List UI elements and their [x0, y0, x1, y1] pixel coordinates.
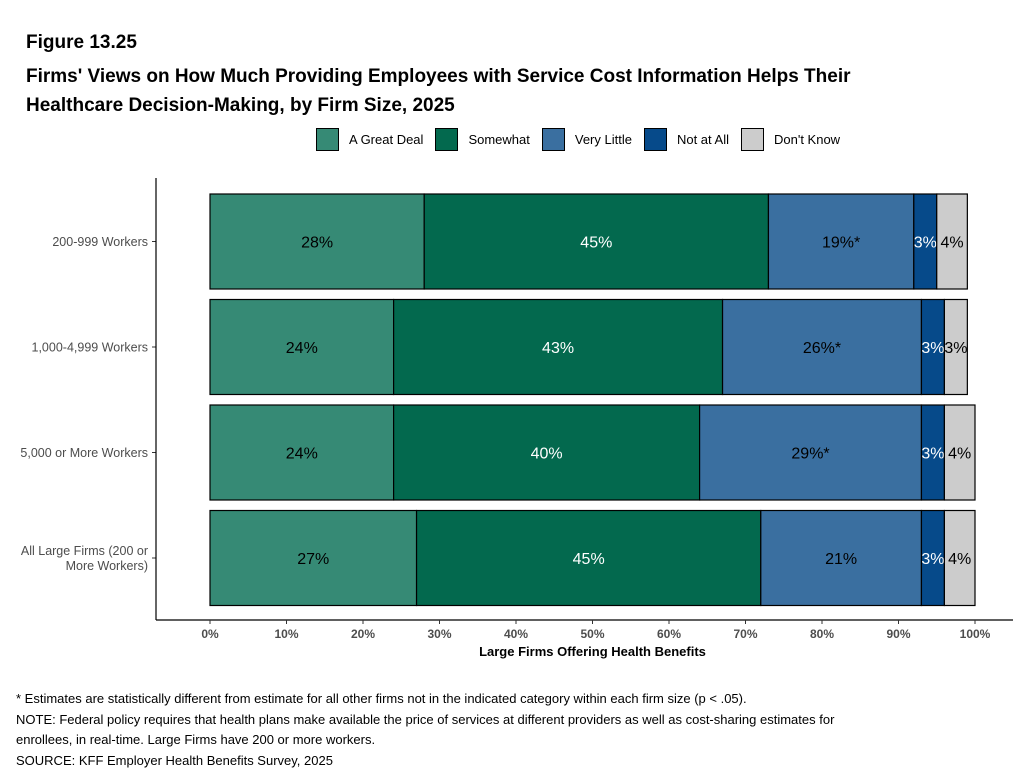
data-label-very-little-all-large-firms-200-or-more-workers: 21%	[825, 551, 857, 568]
data-label-not-at-all-200-999-workers: 3%	[914, 235, 937, 252]
data-label-very-little-5-000-or-more-workers: 29%*	[791, 446, 829, 463]
y-tick-label-all-large-firms-200-or-more-workers-line-1: All Large Firms (200 or	[21, 544, 148, 558]
y-tick-label-all-large-firms-200-or-more-workers-line-2: More Workers)	[66, 559, 148, 573]
data-label-very-little-200-999-workers: 19%*	[822, 235, 860, 252]
data-label-don-t-know-200-999-workers: 4%	[940, 235, 963, 252]
x-tick-label-10: 10%	[274, 627, 298, 641]
y-tick-label-5-000-or-more-workers: 5,000 or More Workers	[20, 446, 148, 460]
chart-notes: * Estimates are statistically different …	[16, 689, 834, 771]
data-label-very-little-1-000-4-999-workers: 26%*	[803, 340, 841, 357]
footnote-significance: * Estimates are statistically different …	[16, 689, 834, 710]
data-label-not-at-all-all-large-firms-200-or-more-workers: 3%	[921, 551, 944, 568]
x-tick-label-20: 20%	[351, 627, 375, 641]
data-label-don-t-know-1-000-4-999-workers: 3%	[944, 340, 967, 357]
stacked-bar-chart: 28%45%19%*3%4%200-999 Workers24%43%26%*3…	[0, 0, 1023, 680]
x-tick-label-100: 100%	[960, 627, 991, 641]
data-label-don-t-know-all-large-firms-200-or-more-workers: 4%	[948, 551, 971, 568]
x-tick-label-50: 50%	[580, 627, 604, 641]
data-label-somewhat-1-000-4-999-workers: 43%	[542, 340, 574, 357]
x-tick-label-40: 40%	[504, 627, 528, 641]
x-tick-label-60: 60%	[657, 627, 681, 641]
source-line: SOURCE: KFF Employer Health Benefits Sur…	[16, 751, 834, 771]
data-label-not-at-all-1-000-4-999-workers: 3%	[921, 340, 944, 357]
data-label-a-great-deal-all-large-firms-200-or-more-workers: 27%	[297, 551, 329, 568]
x-tick-label-70: 70%	[733, 627, 757, 641]
x-axis-title: Large Firms Offering Health Benefits	[479, 644, 706, 659]
data-label-not-at-all-5-000-or-more-workers: 3%	[921, 446, 944, 463]
x-tick-label-80: 80%	[810, 627, 834, 641]
data-label-somewhat-200-999-workers: 45%	[580, 235, 612, 252]
data-label-somewhat-all-large-firms-200-or-more-workers: 45%	[573, 551, 605, 568]
x-tick-label-0: 0%	[201, 627, 219, 641]
note-line-2: enrollees, in real-time. Large Firms hav…	[16, 730, 834, 751]
data-label-a-great-deal-200-999-workers: 28%	[301, 235, 333, 252]
note-line-1: NOTE: Federal policy requires that healt…	[16, 710, 834, 731]
data-label-a-great-deal-1-000-4-999-workers: 24%	[286, 340, 318, 357]
data-label-a-great-deal-5-000-or-more-workers: 24%	[286, 446, 318, 463]
y-tick-label-1-000-4-999-workers: 1,000-4,999 Workers	[32, 341, 149, 355]
data-label-somewhat-5-000-or-more-workers: 40%	[531, 446, 563, 463]
x-tick-label-30: 30%	[427, 627, 451, 641]
data-label-don-t-know-5-000-or-more-workers: 4%	[948, 446, 971, 463]
y-tick-label-200-999-workers: 200-999 Workers	[52, 235, 148, 249]
x-tick-label-90: 90%	[886, 627, 910, 641]
